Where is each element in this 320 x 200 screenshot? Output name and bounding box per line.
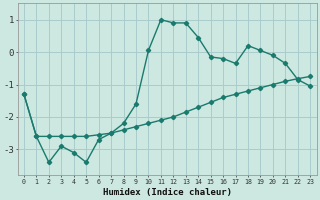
X-axis label: Humidex (Indice chaleur): Humidex (Indice chaleur)	[103, 188, 232, 197]
